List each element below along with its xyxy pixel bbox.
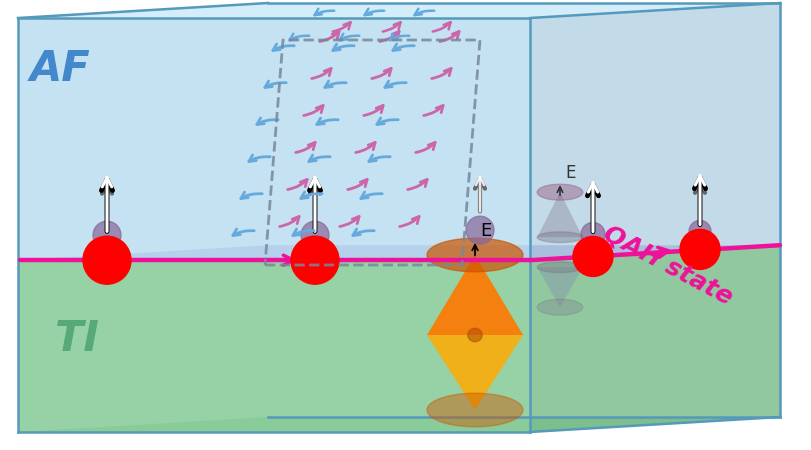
Circle shape: [290, 236, 338, 284]
Polygon shape: [537, 184, 582, 200]
Polygon shape: [427, 393, 522, 427]
Circle shape: [573, 236, 612, 276]
Polygon shape: [537, 267, 582, 307]
Text: TI: TI: [55, 318, 99, 360]
Circle shape: [301, 221, 328, 249]
Polygon shape: [537, 232, 582, 243]
Circle shape: [93, 221, 121, 249]
Polygon shape: [427, 238, 522, 272]
Polygon shape: [18, 18, 530, 260]
Circle shape: [581, 222, 604, 247]
Polygon shape: [427, 335, 522, 410]
Polygon shape: [467, 328, 482, 342]
Polygon shape: [537, 299, 582, 315]
Polygon shape: [530, 245, 779, 432]
Polygon shape: [427, 255, 522, 335]
Text: QAH state: QAH state: [599, 221, 736, 309]
Polygon shape: [18, 417, 779, 432]
Text: E: E: [479, 222, 491, 240]
Circle shape: [679, 230, 719, 270]
Text: E: E: [564, 164, 575, 182]
Polygon shape: [537, 262, 582, 273]
Circle shape: [689, 220, 710, 243]
Polygon shape: [530, 3, 779, 260]
Polygon shape: [18, 3, 779, 18]
Circle shape: [466, 216, 493, 244]
Polygon shape: [18, 260, 530, 432]
Polygon shape: [537, 192, 582, 237]
Text: AF: AF: [30, 48, 91, 90]
Circle shape: [83, 236, 131, 284]
Polygon shape: [18, 245, 779, 260]
